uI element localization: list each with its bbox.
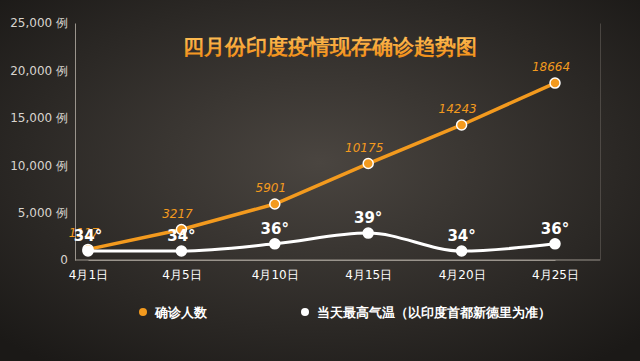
x-tick: 4月10日: [252, 260, 299, 282]
point: [457, 246, 467, 256]
point: [550, 78, 560, 88]
y-tick-label: 25,000 例: [10, 16, 68, 30]
x-tick-label: 4月25日: [532, 268, 579, 282]
y-tick: 0: [60, 253, 75, 267]
data-label: 34°: [74, 227, 102, 245]
data-label: 18664: [532, 60, 570, 74]
y-tick-label: 15,000 例: [10, 111, 68, 125]
series-line: [88, 233, 555, 251]
y-tick-label: 20,000 例: [10, 64, 68, 78]
y2-axis-line: [600, 24, 601, 261]
y-tick: 20,000 例: [10, 64, 75, 78]
x-tick-label: 4月5日: [162, 268, 201, 282]
legend: 确诊人数 当天最高气温（以印度首都新德里为准）: [139, 305, 551, 320]
y-tick: 10,000 例: [10, 159, 75, 173]
x-tick-label: 4月1日: [69, 268, 108, 282]
point: [270, 239, 280, 249]
y-tick-label: 5,000 例: [18, 206, 68, 220]
data-label: 39°: [354, 209, 382, 227]
data-label: 10175: [345, 141, 383, 155]
point: [363, 159, 373, 169]
x-tick: 4月15日: [345, 260, 392, 282]
legend-label: 确诊人数: [154, 305, 208, 320]
data-label: 14243: [439, 102, 477, 116]
data-label: 3217: [162, 207, 193, 221]
y-axis: 0 5,000 例 10,000 例 15,000 例 20,000 例 25,000 例: [10, 16, 75, 267]
x-tick: 4月20日: [439, 260, 486, 282]
plot-frame: [75, 260, 600, 261]
y-axis-line: [75, 24, 76, 261]
y-tick: 5,000 例: [18, 206, 75, 220]
x-tick-label: 4月20日: [439, 268, 486, 282]
y-tick-label: 0: [60, 253, 68, 267]
series-line: [88, 83, 555, 249]
chart: 四月份印度疫情现存确诊趋势图 0 5,000 例 10,000 例 15,000 例 20…: [0, 0, 640, 361]
x-axis: 4月1日 4月5日 4月10日 4月15日 4月20日 4月25日: [69, 260, 579, 282]
x-tick: 4月1日: [69, 260, 108, 282]
legend-marker: [301, 308, 309, 316]
data-label: 36°: [541, 220, 569, 238]
background: [0, 0, 640, 361]
y-tick-label: 10,000 例: [10, 159, 68, 173]
y-tick: 15,000 例: [10, 111, 75, 125]
data-label: 34°: [447, 227, 475, 245]
point: [550, 239, 560, 249]
data-label: 34°: [167, 227, 195, 245]
y-tick: 25,000 例: [10, 16, 75, 30]
x-axis-line: [89, 260, 556, 261]
x-tick-label: 4月10日: [252, 268, 299, 282]
x-tick: 4月5日: [162, 260, 201, 282]
point: [270, 199, 280, 209]
data-label: 5901: [256, 181, 287, 195]
y2-axis: [600, 24, 601, 261]
point: [363, 228, 373, 238]
point: [83, 246, 93, 256]
point: [457, 120, 467, 130]
data-label: 36°: [261, 220, 289, 238]
point: [176, 246, 186, 256]
plot-area: [83, 78, 560, 256]
data-labels: 11173217590110175142431866434°34°36°39°3…: [69, 60, 570, 245]
legend-label: 当天最高气温（以印度首都新德里为准）: [317, 305, 551, 320]
legend-marker: [139, 308, 147, 316]
x-tick-label: 4月15日: [345, 268, 392, 282]
x-tick: 4月25日: [532, 260, 579, 282]
title: 四月份印度疫情现存确诊趋势图: [183, 35, 477, 59]
